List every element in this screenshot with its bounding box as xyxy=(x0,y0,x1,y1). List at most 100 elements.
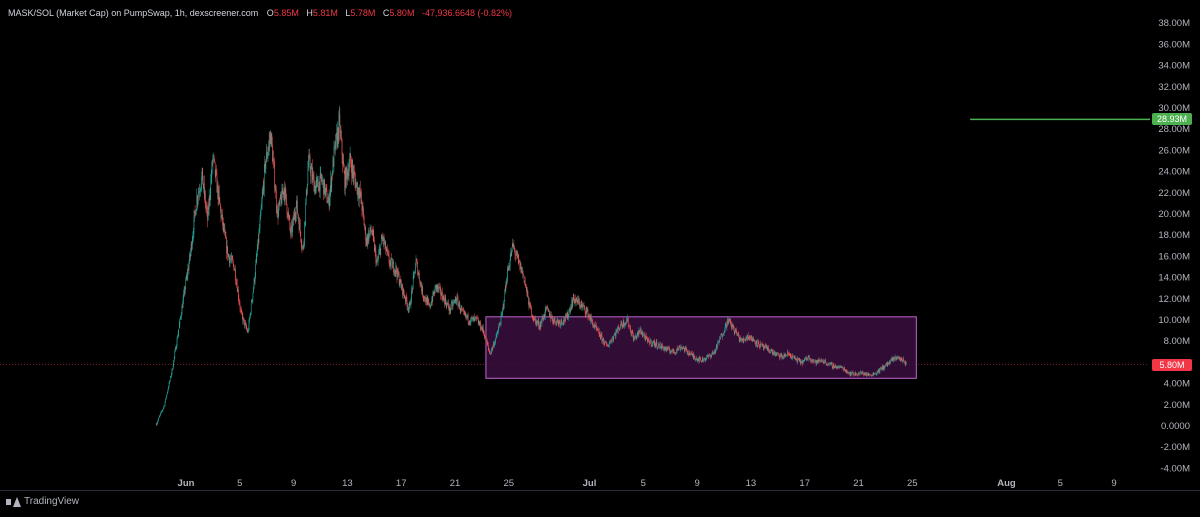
candle-body xyxy=(356,182,357,184)
price-axis[interactable]: 38.00M 36.00M 34.00M 32.00M 30.00M 28.00M 26.0… xyxy=(1158,18,1190,474)
candle-body xyxy=(449,306,450,312)
candle-body xyxy=(265,161,267,169)
candle-body xyxy=(156,423,157,426)
candle-body xyxy=(875,373,877,375)
candle-body xyxy=(607,345,608,347)
candle-body xyxy=(506,281,508,285)
candle-body xyxy=(888,362,890,364)
candle-body xyxy=(202,168,203,185)
range-box-layer[interactable] xyxy=(485,316,917,379)
candle-body xyxy=(288,212,289,217)
candle-body xyxy=(793,357,795,358)
candle-body xyxy=(360,189,361,197)
candle-body xyxy=(554,317,555,320)
y-tick-label: 18.00M xyxy=(1158,230,1190,241)
x-tick-label: Aug xyxy=(997,478,1016,489)
candle-body xyxy=(661,344,662,349)
candle-body xyxy=(601,335,603,342)
candle-body xyxy=(571,300,572,310)
candle-body xyxy=(510,253,511,259)
candle-body xyxy=(642,332,644,336)
candle-body xyxy=(484,337,486,338)
candle-body xyxy=(556,319,558,321)
candle-body xyxy=(825,362,827,365)
y-tick-label: 10.00M xyxy=(1158,315,1190,326)
candle-body xyxy=(766,346,768,350)
candle-body xyxy=(896,358,898,360)
candle-body xyxy=(333,147,335,167)
candle-body xyxy=(538,326,540,328)
candle-body xyxy=(566,312,568,318)
candle-body xyxy=(591,319,593,321)
candle-body xyxy=(304,221,306,222)
candle-body xyxy=(527,291,529,297)
candle-body xyxy=(427,299,429,301)
candle-body xyxy=(879,369,880,373)
candle-body xyxy=(748,337,750,339)
candle-body xyxy=(699,357,701,359)
candle-body xyxy=(714,350,715,354)
candle-body xyxy=(710,354,712,358)
candle-body xyxy=(585,312,586,315)
candle-body xyxy=(602,338,604,340)
candle-body xyxy=(668,347,669,348)
candle-body xyxy=(638,330,640,335)
candle-body xyxy=(709,354,710,355)
candle-body xyxy=(761,344,762,345)
candle-body xyxy=(217,184,218,193)
candle-body xyxy=(796,359,797,360)
candle-body xyxy=(764,345,766,349)
candle-body xyxy=(736,330,737,334)
candle-body xyxy=(186,274,188,279)
candle-body xyxy=(754,341,756,343)
candle-body xyxy=(753,340,755,341)
candle-body xyxy=(440,287,441,296)
candle-body xyxy=(397,269,399,276)
candle-body xyxy=(584,308,586,313)
candle-body xyxy=(459,302,461,310)
candle-body xyxy=(480,321,481,330)
candle-body xyxy=(421,286,423,292)
candle-body xyxy=(570,307,572,310)
candle-body xyxy=(786,355,788,357)
candle-body xyxy=(398,274,400,285)
candle-body xyxy=(852,371,853,373)
candle-body xyxy=(668,347,670,351)
candle-body xyxy=(814,361,815,363)
candle-body xyxy=(795,359,797,360)
candle-body xyxy=(894,357,895,360)
candle-body xyxy=(557,320,559,324)
candle-body xyxy=(867,373,869,376)
candle-body xyxy=(521,267,523,274)
candle-body xyxy=(844,368,845,370)
tradingview-logo[interactable]: TradingView xyxy=(6,496,79,507)
candle-body xyxy=(314,185,316,194)
candle-body xyxy=(322,180,324,181)
candle-body xyxy=(576,297,578,301)
candle-body xyxy=(792,355,794,358)
candle-body xyxy=(713,352,714,353)
candle-body xyxy=(285,188,287,194)
candle-body xyxy=(176,345,177,350)
candle-body xyxy=(389,261,391,266)
time-axis[interactable]: Jun 5 9 13 17 21 25 Jul 5 9 13 17 21 25 Aug 5 9 xyxy=(178,478,1117,489)
candle-body xyxy=(374,247,376,251)
candle-body xyxy=(434,291,435,294)
candle-body xyxy=(206,206,207,209)
candle-body xyxy=(371,231,373,235)
candle-body xyxy=(201,176,202,187)
candle-body xyxy=(467,314,468,318)
candle-body xyxy=(720,334,722,339)
candle-body xyxy=(196,196,198,203)
candle-body xyxy=(571,300,573,307)
candle-body xyxy=(682,347,684,349)
candle-body xyxy=(840,366,841,367)
candle-body xyxy=(303,244,304,249)
candle-body xyxy=(498,325,500,329)
candle-body xyxy=(490,351,492,355)
candle-body xyxy=(800,361,802,364)
candle-body xyxy=(770,350,771,353)
range-box[interactable] xyxy=(485,316,917,379)
candle-body xyxy=(605,341,607,343)
